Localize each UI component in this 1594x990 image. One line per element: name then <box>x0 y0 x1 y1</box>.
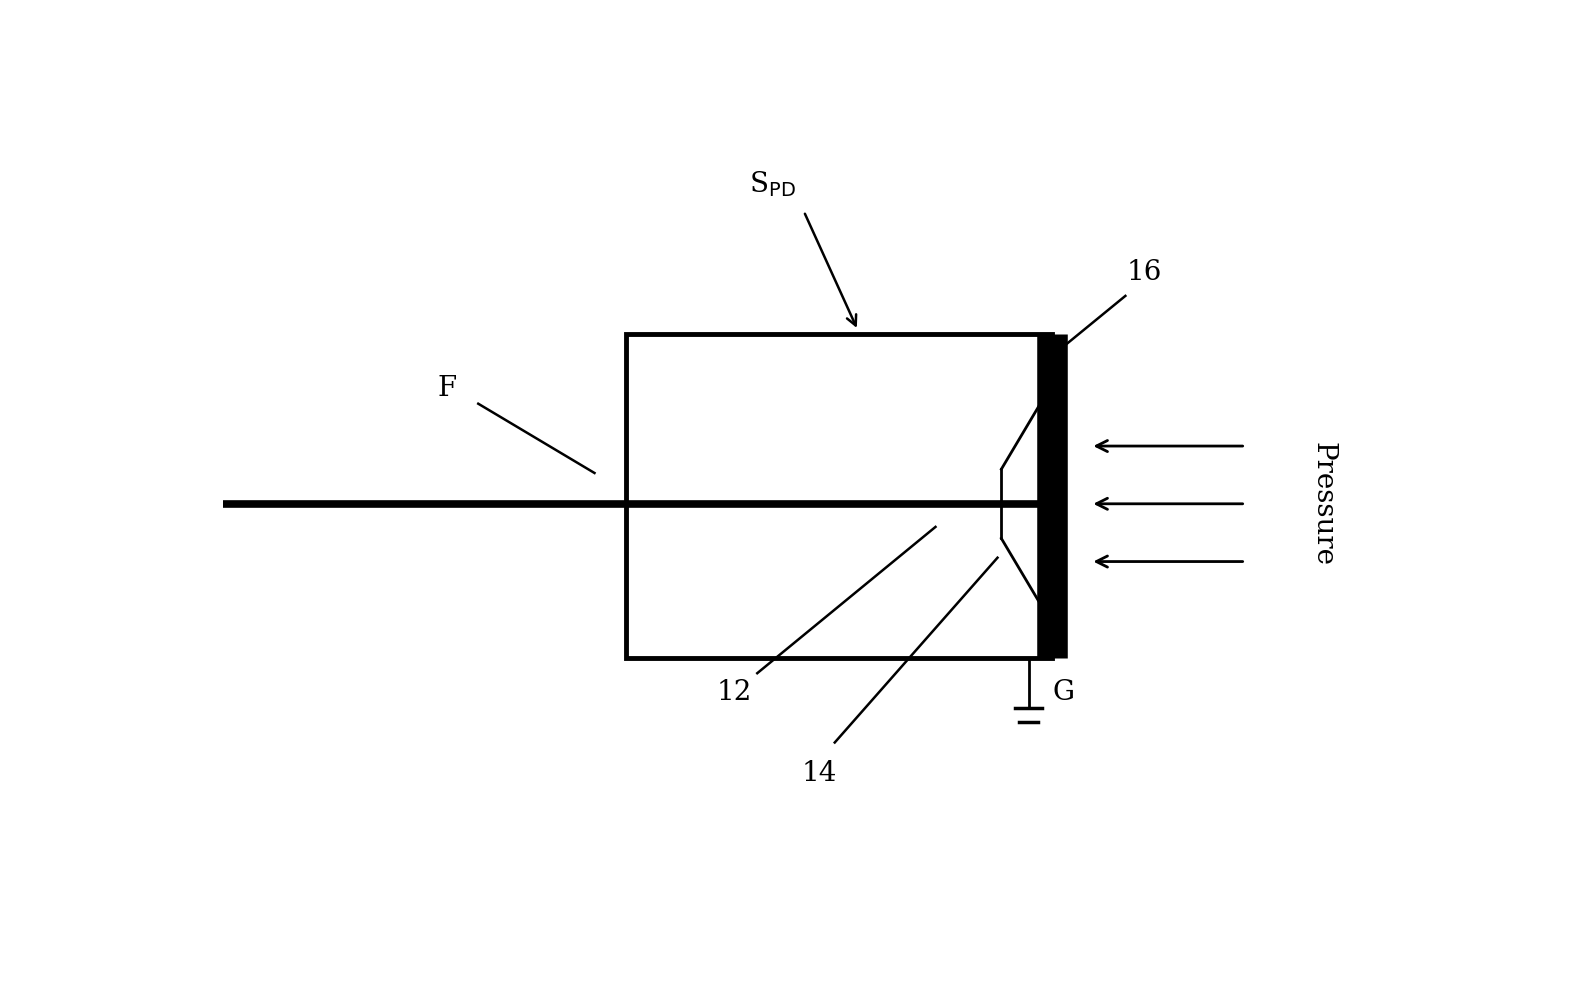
Text: 14: 14 <box>802 759 837 787</box>
Bar <box>625 335 1052 657</box>
Text: 12: 12 <box>716 679 752 706</box>
Text: 16: 16 <box>1127 259 1162 286</box>
Text: F: F <box>438 375 457 402</box>
Text: Pressure: Pressure <box>1310 442 1336 566</box>
Text: G: G <box>1052 679 1074 706</box>
Text: S$_{\mathrm{PD}}$: S$_{\mathrm{PD}}$ <box>749 169 795 199</box>
